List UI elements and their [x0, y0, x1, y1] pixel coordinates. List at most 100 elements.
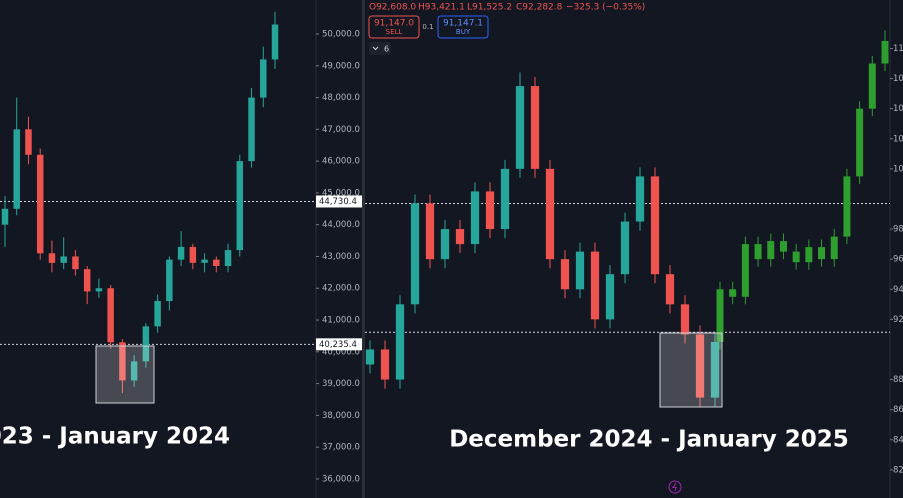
y-tick-label: 108,000.0 — [893, 74, 903, 84]
candle-body — [260, 59, 267, 98]
candle-body — [830, 236, 838, 260]
buy-button[interactable]: 91,147.1 BUY — [437, 15, 489, 39]
y-tick-label: 94,000.0 — [893, 285, 903, 295]
candle-body — [792, 251, 800, 263]
candle-body — [13, 129, 20, 209]
candle-body — [754, 244, 762, 260]
price-level-box — [316, 195, 362, 208]
left-panel: 50,000.0 49,000.0 48,000.0 47,000.0 46,000.0… — [0, 0, 362, 498]
spread: 0.1 — [422, 23, 433, 31]
price-level-box — [316, 338, 362, 351]
candle-body — [380, 349, 390, 380]
indicator-count[interactable]: 6 — [384, 45, 389, 54]
y-tick-label: 86,000.0 — [893, 405, 903, 415]
candle-body — [695, 334, 705, 398]
candle-body — [213, 259, 220, 267]
candle-body — [590, 251, 600, 320]
candle-body — [485, 191, 495, 230]
candle-body — [410, 203, 420, 305]
y-tick-label: 84,000.0 — [893, 435, 903, 445]
y-tick-label: 106,000.0 — [893, 104, 903, 114]
candle-body — [154, 300, 161, 327]
y-tick-label: 37,000.0 — [322, 443, 360, 453]
candle-body — [605, 274, 615, 320]
y-tick-label: 50,000.0 — [322, 30, 360, 40]
sell-label[interactable]: SELL — [386, 28, 403, 36]
candle-body — [142, 326, 150, 362]
candle-body — [515, 86, 525, 169]
buy-label[interactable]: BUY — [456, 28, 471, 36]
candle-body — [83, 269, 91, 292]
candle-body — [665, 274, 675, 305]
right-panel: 110,000.0 108,000.0 106,000.0 104,000.0 102,… — [365, 0, 903, 498]
ohlc-change: −325.3 (−0.35%) — [566, 3, 645, 13]
divider — [362, 0, 365, 498]
candle-body — [716, 289, 724, 342]
candle-body — [818, 247, 826, 260]
candle-body — [107, 288, 114, 343]
candle-body — [130, 361, 138, 381]
candle-body — [60, 256, 67, 263]
y-tick-label: 43,000.0 — [322, 252, 360, 262]
candle-body — [741, 244, 749, 297]
sell-button[interactable]: 91,147.0 SELL — [368, 15, 420, 39]
ohlc-high: H93,421.1 — [418, 3, 465, 13]
candle-body — [856, 108, 864, 177]
toggle-box[interactable] — [369, 42, 391, 55]
candle-body — [470, 191, 480, 245]
candle-body — [881, 40, 889, 64]
lightning-icon[interactable] — [672, 482, 677, 492]
chevron-icon[interactable] — [372, 46, 379, 51]
caption: December 2024 - January 2025 — [449, 427, 849, 453]
y-tick-label: 38,000.0 — [322, 411, 360, 421]
candle-body — [365, 349, 375, 365]
y-tick-label: 82,000.0 — [893, 465, 903, 475]
candle-body — [680, 304, 690, 335]
indicator-toggle[interactable]: 6 — [369, 42, 391, 55]
candle-body — [545, 168, 555, 260]
price-level-label: 44,730.4 — [319, 197, 357, 207]
candle-body — [767, 241, 775, 260]
candle-body — [729, 289, 737, 297]
buy-price[interactable]: 91,147.1 — [443, 19, 483, 29]
y-tick-label: 92,000.0 — [893, 315, 903, 325]
candle-body — [805, 247, 813, 263]
candle-body — [236, 161, 244, 251]
candle-body — [560, 259, 570, 290]
y-tick-label: 49,000.0 — [322, 61, 360, 71]
candle-body — [25, 129, 32, 155]
candle-body — [1, 208, 9, 225]
caption: December 2023 - January 2024 — [0, 424, 230, 450]
sell-box[interactable] — [368, 15, 420, 39]
candle-body — [189, 246, 197, 263]
highlight-box — [659, 332, 723, 408]
candle-body — [201, 259, 208, 263]
lightning-button[interactable] — [668, 480, 682, 494]
candle-body — [36, 154, 44, 254]
y-tick-label: 41,000.0 — [322, 316, 360, 326]
candle-body — [779, 241, 787, 252]
candle-body — [48, 253, 56, 263]
y-tick-label: 98,000.0 — [893, 225, 903, 235]
y-tick-label: 46,000.0 — [322, 157, 360, 167]
candle-body — [95, 288, 103, 292]
y-tick-label: 88,000.0 — [893, 375, 903, 385]
candle-body — [119, 342, 126, 381]
candle-body — [500, 168, 510, 230]
ohlc-close: C92,282.8 — [516, 3, 563, 13]
candle-body — [224, 250, 232, 267]
candle-body — [635, 176, 645, 222]
buy-box[interactable] — [437, 15, 489, 39]
highlight-box — [95, 345, 155, 404]
y-tick-label: 39,000.0 — [322, 379, 360, 389]
lightning-ring[interactable] — [668, 480, 682, 494]
candle-body — [177, 246, 185, 260]
y-tick-label: 45,000.0 — [322, 188, 360, 198]
y-tick-label: 48,000.0 — [322, 93, 360, 103]
candle-body — [843, 176, 851, 237]
candle-body — [650, 176, 660, 275]
sell-price[interactable]: 91,147.0 — [374, 19, 414, 29]
candle-body — [440, 229, 450, 260]
